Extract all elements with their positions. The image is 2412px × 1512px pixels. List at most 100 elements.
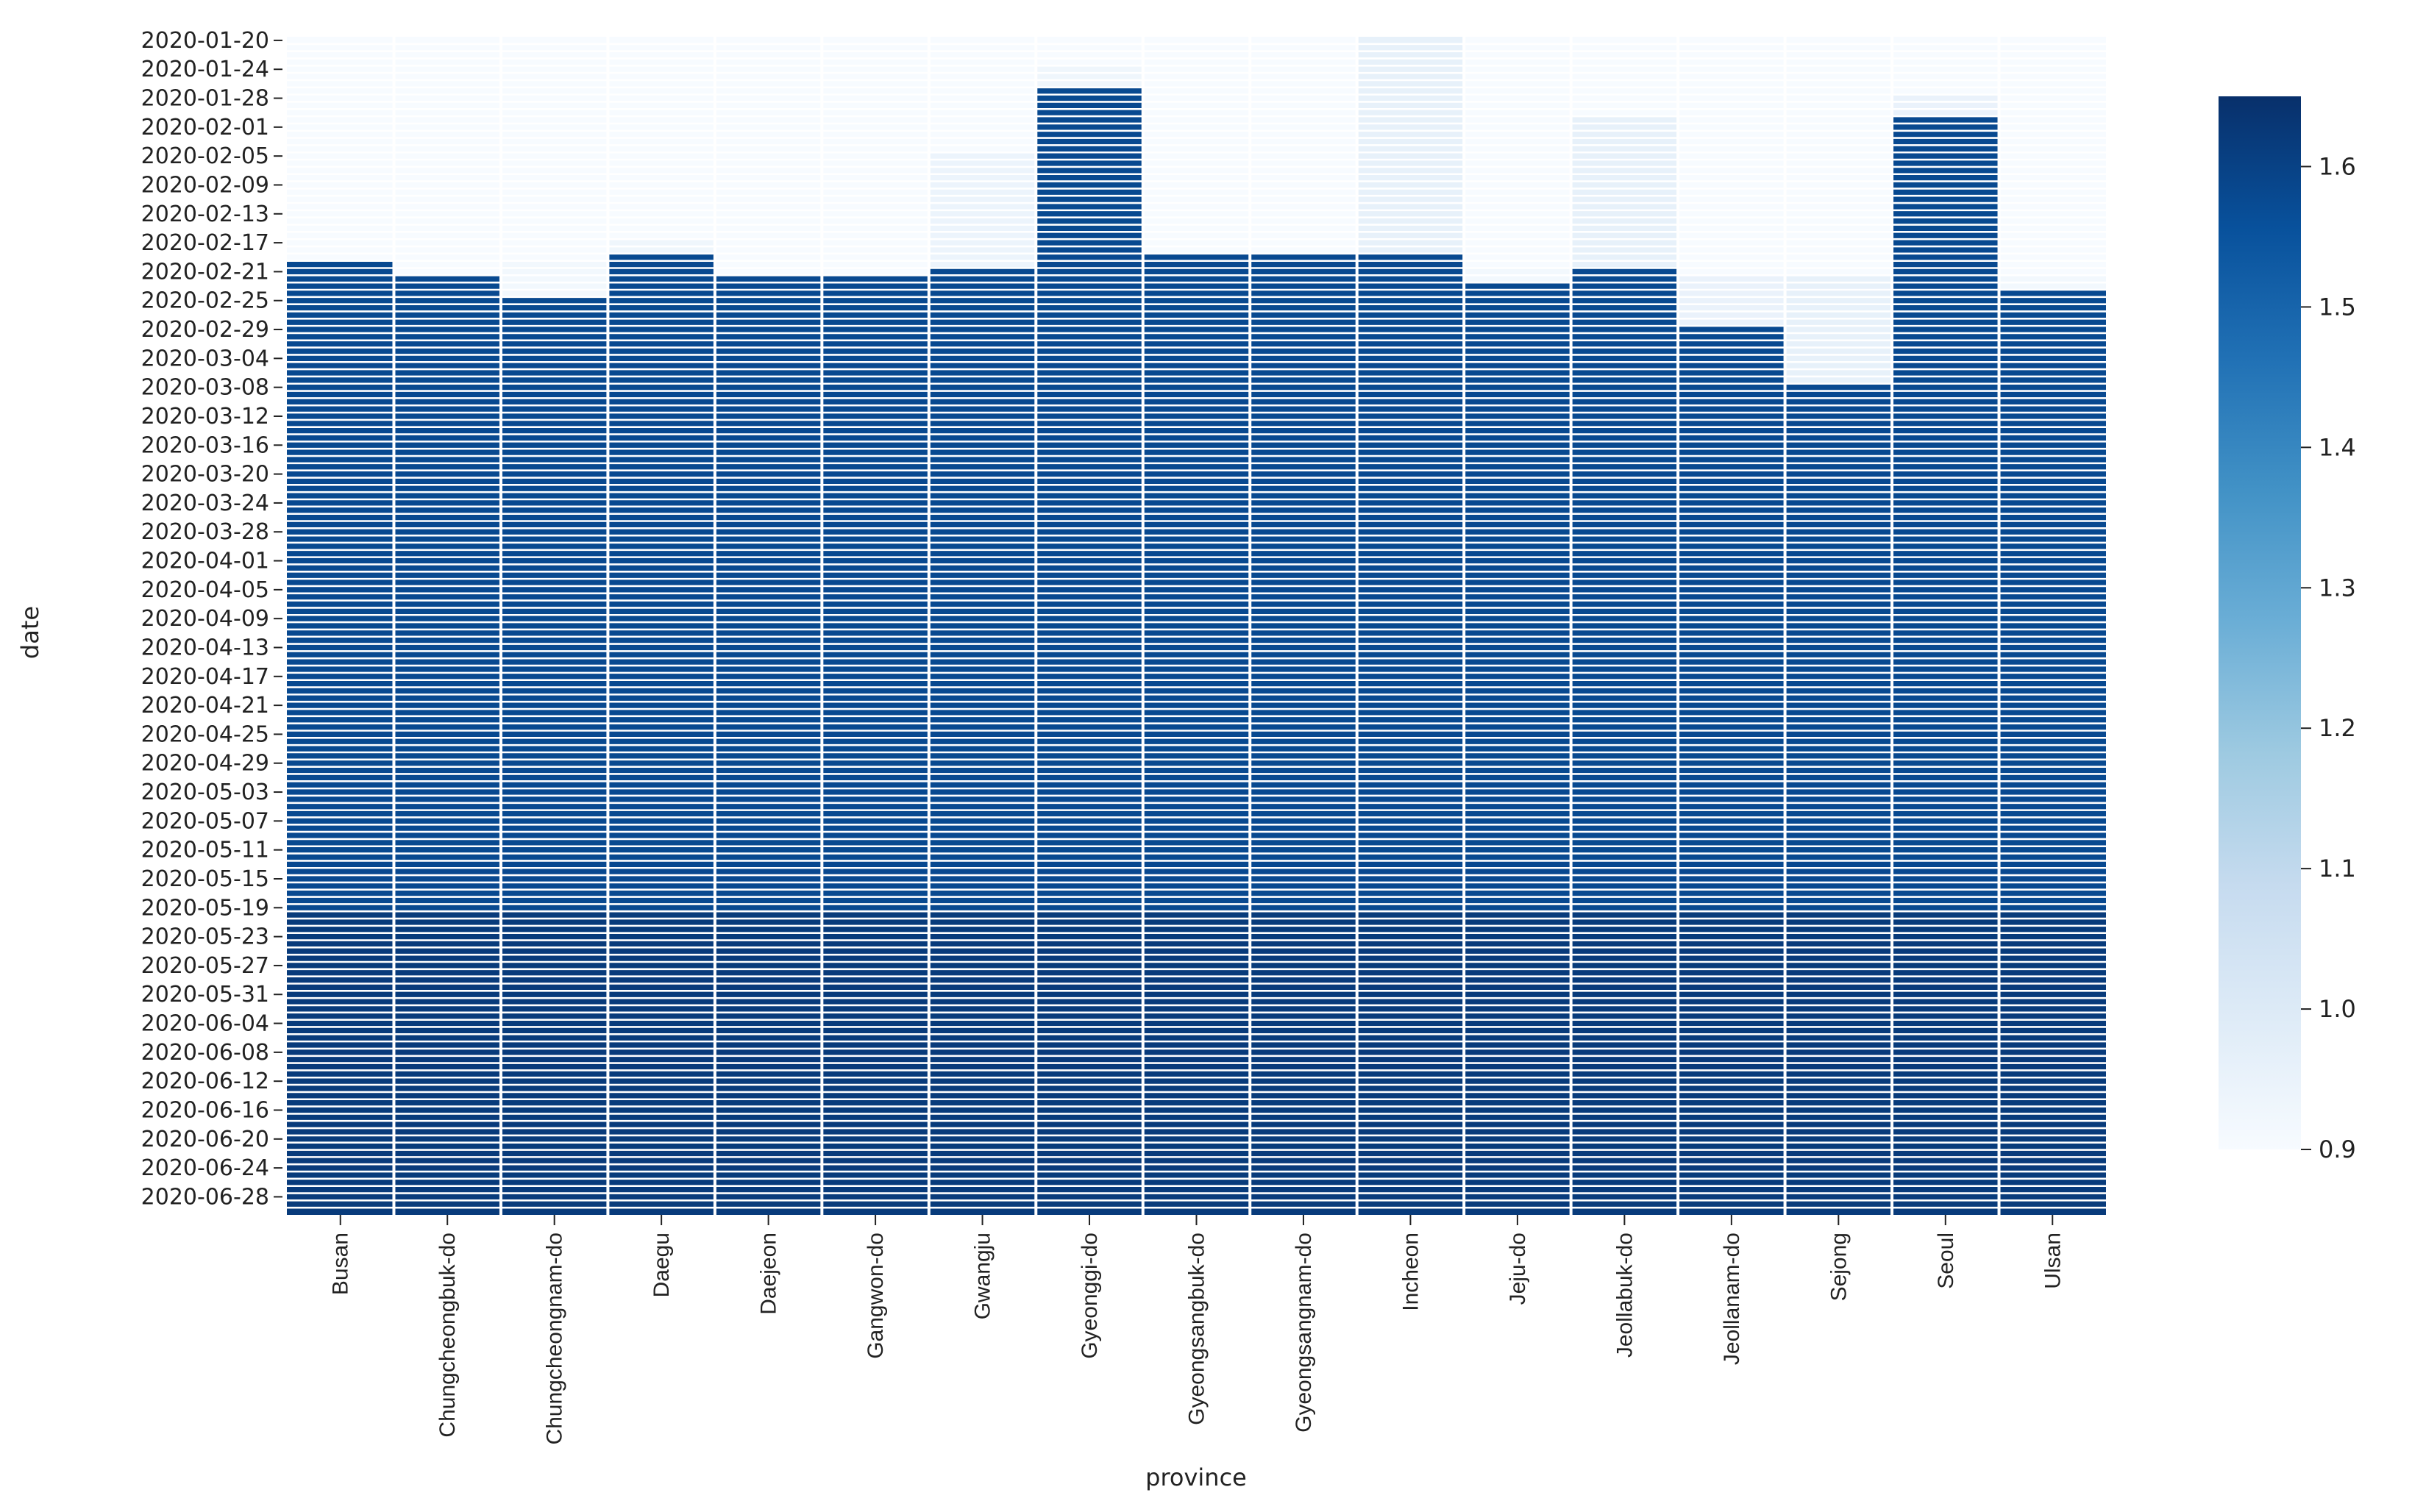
y-tick-label: 2020-01-28 [141,86,269,112]
y-tick-label: 2020-05-07 [141,808,269,834]
y-tick-label: 2020-06-08 [141,1040,269,1066]
x-tick-label-chungcheongnam-do: Chungcheongnam-do [543,1233,567,1445]
colorbar-tick-label: 1.3 [2319,574,2356,602]
x-tick-label-seoul: Seoul [1934,1233,1958,1289]
y-tick-label: 2020-05-31 [141,982,269,1008]
y-tick-label: 2020-04-09 [141,606,269,632]
colorbar-gradient [2219,96,2301,1149]
y-tick-label: 2020-01-20 [141,28,269,54]
heatmap-cells [287,37,2106,1215]
heatmap-cell-ulsan-0 [1999,37,2106,276]
heatmap-cell-busan-0 [287,37,394,261]
colorbar-tick-label: 0.9 [2319,1135,2356,1163]
x-axis-ticks: Busan Chungcheongbuk-do Chungcheongnam-do D… [329,1215,2065,1445]
x-tick-label-gyeonggi-do: Gyeonggi-do [1078,1233,1102,1359]
heatmap-cell-gyeongsangnam-do-1 [1250,253,1357,912]
heatmap-cell-jeollabuk-do-2 [1570,268,1679,912]
y-tick-label: 2020-02-17 [141,230,269,256]
x-axis-title: province [1145,1463,1247,1491]
colorbar-tick-label: 1.6 [2319,152,2356,180]
y-tick-label: 2020-05-11 [141,838,269,863]
heatmap-cell-daejeon-0 [714,37,822,276]
y-tick-label: 2020-02-13 [141,202,269,227]
heatmap-cell-gyeongsangbuk-do-1 [1142,253,1251,912]
heatmap-cell-jeollabuk-do-0 [1570,37,1679,117]
x-tick-label-sejong: Sejong [1826,1233,1851,1301]
x-tick-label-chungcheongbuk-do: Chungcheongbuk-do [435,1233,460,1438]
heatmap-cell-sejong-0 [1785,37,1893,276]
y-tick-label: 2020-04-21 [141,693,269,718]
heatmap-cell-chungcheongnam-do-2 [500,296,608,912]
y-tick-label: 2020-04-05 [141,577,269,603]
y-tick-label: 2020-03-04 [141,346,269,371]
colorbar-ticks: 0.9 1.0 1.1 1.2 1.3 1.4 1.5 1.6 [2301,152,2356,1163]
y-axis-title: date [16,606,44,659]
heatmap-cell-jeollabuk-do-1 [1570,116,1679,268]
x-tick-label-gangwon-do: Gangwon-do [864,1233,888,1359]
x-tick-label-jeollanam-do: Jeollanam-do [1720,1233,1744,1365]
y-tick-label: 2020-06-20 [141,1127,269,1152]
y-tick-label: 2020-03-24 [141,491,269,516]
y-tick-label: 2020-02-21 [141,259,269,285]
x-tick-label-gyeongsangnam-do: Gyeongsangnam-do [1292,1233,1316,1433]
y-tick-label: 2020-06-04 [141,1011,269,1037]
y-tick-label: 2020-04-17 [141,664,269,690]
y-tick-label: 2020-03-20 [141,462,269,488]
y-tick-label: 2020-04-25 [141,721,269,747]
y-tick-label: 2020-02-01 [141,115,269,140]
y-tick-label: 2020-06-28 [141,1184,269,1210]
y-tick-label: 2020-03-12 [141,404,269,429]
y-tick-label: 2020-04-13 [141,635,269,660]
heatmap-cell-gangwon-do-0 [822,37,929,276]
colorbar: 0.9 1.0 1.1 1.2 1.3 1.4 1.5 1.6 [2219,96,2356,1163]
heatmap-cell-jeju-do-2 [1464,282,1571,912]
y-tick-label: 2020-05-03 [141,780,269,805]
heatmap-cell-jeollanam-do-0 [1678,37,1785,276]
y-tick-label: 2020-01-24 [141,57,269,82]
y-tick-label: 2020-03-08 [141,375,269,401]
x-tick-label-gyeongsangbuk-do: Gyeongsangbuk-do [1185,1233,1209,1425]
y-tick-label: 2020-04-01 [141,549,269,574]
colorbar-tick-label: 1.5 [2319,293,2356,321]
y-tick-label: 2020-05-15 [141,866,269,892]
heatmap-cell-incheon-1 [1356,253,1465,912]
y-tick-label: 2020-06-12 [141,1069,269,1094]
y-tick-label: 2020-06-16 [141,1097,269,1123]
y-tick-label: 2020-02-29 [141,317,269,343]
colorbar-tick-label: 1.1 [2319,855,2356,882]
heatmap-cell-gwangju-2 [928,268,1036,912]
heatmap-cell-sejong-2 [1785,383,1893,912]
y-tick-label: 2020-02-25 [141,288,269,314]
x-tick-label-busan: Busan [329,1233,353,1295]
heatmap-cell-sejong-1 [1785,275,1893,384]
y-tick-label: 2020-02-05 [141,143,269,169]
row-separators [287,37,2106,1215]
heatmap-cell-chungcheongbuk-do-0 [394,37,501,276]
x-tick-label-jeju-do: Jeju-do [1506,1233,1530,1305]
y-tick-label: 2020-04-29 [141,751,269,777]
colorbar-tick-label: 1.2 [2319,714,2356,742]
heatmap-cell-jeollanam-do-2 [1678,326,1785,912]
y-tick-label: 2020-03-28 [141,519,269,545]
x-tick-label-gwangju: Gwangju [971,1233,995,1319]
y-axis-ticks: 2020-01-20 2020-01-24 2020-01-28 2020-02-01… [141,28,282,1210]
y-tick-label: 2020-05-19 [141,895,269,921]
colorbar-tick-label: 1.0 [2319,995,2356,1023]
heatmap-cell-gyeonggi-do-1 [1036,65,1143,88]
x-tick-label-jeollabuk-do: Jeollabuk-do [1612,1233,1637,1358]
heatmap-cell-chungcheongnam-do-0 [500,37,608,261]
x-tick-label-daejeon: Daejeon [757,1233,781,1315]
y-tick-label: 2020-02-09 [141,172,269,198]
colorbar-tick-label: 1.4 [2319,433,2356,461]
heatmap-cell-jeollanam-do-1 [1678,275,1785,327]
y-tick-label: 2020-03-16 [141,432,269,458]
y-tick-label: 2020-06-24 [141,1155,269,1181]
x-tick-label-incheon: Incheon [1398,1233,1423,1311]
y-tick-label: 2020-05-23 [141,924,269,950]
y-tick-label: 2020-05-27 [141,953,269,979]
heatmap-cell-chungcheongnam-do-1 [500,260,608,297]
x-tick-label-ulsan: Ulsan [2041,1233,2065,1289]
heatmap-cell-seoul-1 [1892,94,1999,117]
